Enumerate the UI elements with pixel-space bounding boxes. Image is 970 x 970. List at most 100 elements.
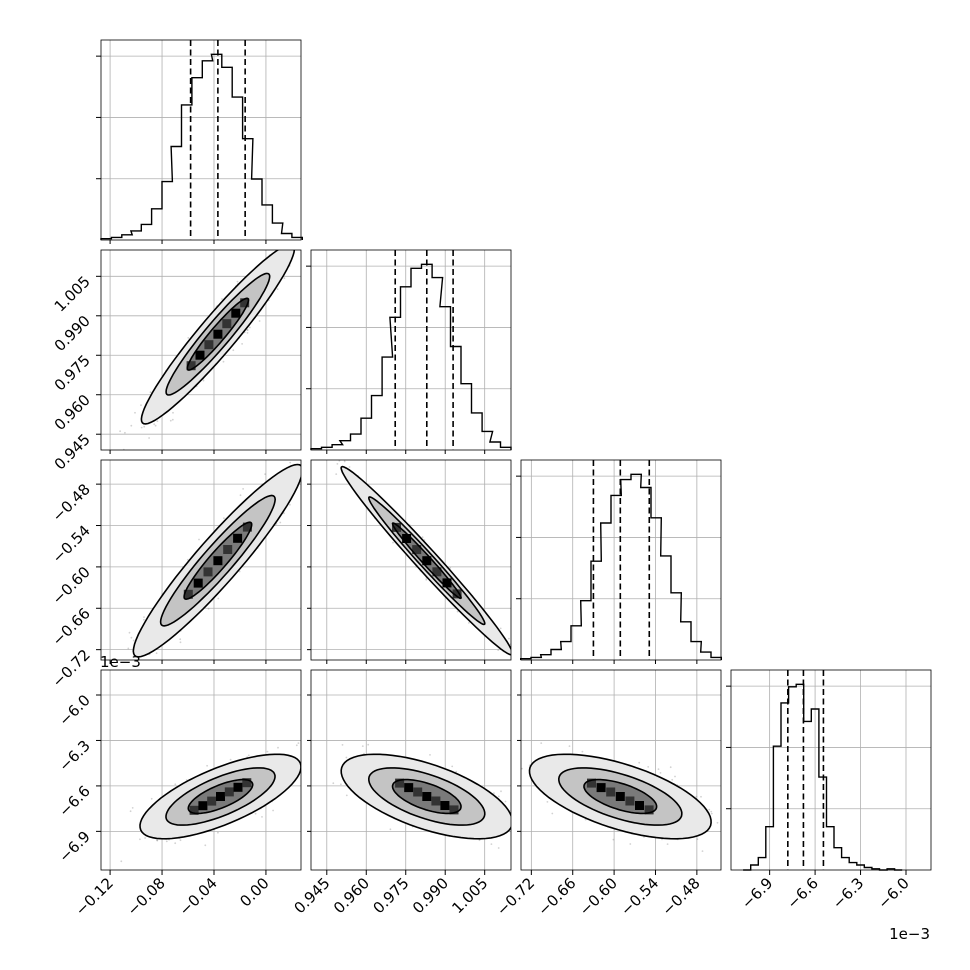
scatter-point: [127, 647, 130, 650]
scatter-point: [421, 536, 424, 539]
scatter-point: [132, 639, 135, 642]
scatter-point: [306, 751, 308, 753]
histogram-series-0: [100, 53, 303, 240]
density-cell: [233, 533, 243, 543]
density-cell: [242, 522, 252, 532]
scatter-point: [286, 455, 288, 457]
panels-layer: [96, 39, 932, 871]
scatter-point: [345, 794, 348, 797]
scatter-point: [367, 743, 370, 746]
contour-line-1: [132, 463, 301, 658]
scatter-point: [291, 244, 293, 246]
scatter-point: [198, 538, 200, 541]
scatter-point: [305, 765, 307, 767]
scatter-point: [455, 770, 458, 773]
scatter-point: [171, 418, 174, 421]
scatter-point: [508, 637, 510, 640]
scatter-point: [293, 241, 295, 243]
scatter-point: [128, 631, 131, 634]
scatter-point: [174, 783, 177, 786]
density-cell: [452, 589, 462, 599]
density-panel-3-1: [310, 669, 512, 871]
scatter-point: [348, 466, 351, 468]
contour-line-1: [340, 465, 511, 656]
scatter-point: [134, 411, 136, 414]
scatter-point: [169, 419, 172, 422]
density-cell: [402, 534, 412, 543]
scatter-point: [468, 622, 470, 624]
scatter-point: [131, 807, 134, 809]
scatter-point: [156, 420, 159, 423]
scatter-point: [143, 425, 146, 428]
hist-panel-0: [96, 39, 303, 241]
contour-line-3: [183, 521, 253, 601]
scatter-point: [202, 379, 205, 382]
histogram-series-1: [310, 263, 512, 450]
density-cell: [224, 787, 234, 797]
panel-frame: [310, 249, 512, 451]
scatter-point: [130, 424, 133, 427]
contour-line-2: [367, 496, 486, 626]
scatter-point: [179, 839, 182, 842]
scatter-point: [139, 838, 141, 841]
scatter-point: [156, 839, 159, 842]
scatter-point: [497, 649, 500, 651]
contour-line-3: [187, 778, 254, 815]
density-cell: [222, 319, 232, 329]
scatter-point: [497, 795, 500, 798]
scatter-point: [174, 842, 177, 845]
histogram-series-2: [520, 473, 722, 660]
density-panel-3-0: [100, 669, 308, 871]
density-cell: [392, 522, 401, 532]
scatter-point: [124, 431, 126, 434]
panel-frame: [730, 669, 932, 871]
scatter-point: [451, 765, 454, 768]
scatter-point: [449, 567, 452, 569]
scatter-point: [304, 744, 306, 746]
scatter-point: [519, 670, 521, 672]
scatter-point: [264, 473, 266, 475]
scatter-point: [238, 570, 241, 573]
density-cell: [207, 796, 217, 806]
density-cell: [193, 578, 203, 588]
scatter-point: [241, 343, 244, 345]
scatter-point: [520, 661, 522, 663]
scatter-point: [129, 810, 132, 813]
density-panel-2-1: [309, 435, 530, 672]
hist-panel-3: [726, 669, 932, 871]
scatter-point: [186, 558, 189, 561]
scatter-point: [309, 435, 311, 437]
scatter-point: [242, 488, 245, 490]
contour-line-2: [159, 494, 277, 627]
panel-frame: [100, 459, 302, 661]
scatter-point: [490, 843, 493, 845]
scatter-point: [275, 247, 277, 249]
scatter-point: [499, 627, 502, 630]
scatter-point: [229, 758, 232, 761]
density-cell: [198, 801, 208, 811]
contour-line-3: [391, 522, 462, 600]
density-cell: [412, 545, 422, 555]
scatter-point: [246, 329, 249, 331]
scatter-point: [140, 426, 143, 429]
density-cell: [195, 350, 205, 360]
scatter-point: [343, 460, 346, 463]
scatter-point: [295, 744, 298, 747]
hist-background: [731, 670, 931, 870]
scatter-point: [153, 423, 156, 426]
scatter-point: [179, 641, 182, 644]
scatter-point: [120, 860, 123, 863]
scatter-point: [283, 277, 286, 280]
scatter-point: [511, 663, 513, 665]
scatter-point: [303, 470, 305, 472]
scatter-point: [297, 742, 300, 744]
scatter-point: [247, 754, 250, 757]
contour-line-3: [186, 297, 250, 371]
panel-frame: [100, 39, 302, 241]
scatter-point: [239, 494, 242, 497]
scatter-point: [528, 665, 530, 667]
density-cell: [233, 782, 243, 792]
density-cell: [242, 778, 252, 788]
density-cell: [203, 567, 213, 577]
scatter-point: [289, 461, 292, 464]
